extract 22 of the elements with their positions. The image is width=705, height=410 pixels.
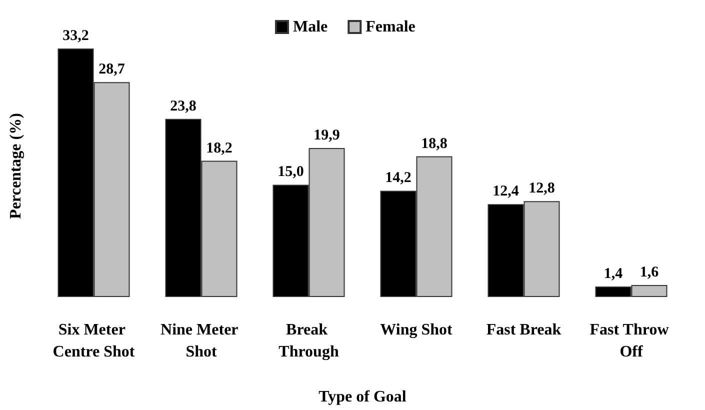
- data-label: 12,8: [528, 180, 555, 197]
- x-tick-label: Fast Throw Off: [590, 322, 673, 360]
- data-label: 19,9: [314, 128, 340, 144]
- legend-label: Male: [293, 18, 328, 36]
- x-axis-title: Type of Goal: [318, 388, 407, 406]
- data-label: 23,8: [170, 98, 196, 114]
- data-label: 1,4: [604, 266, 624, 282]
- x-tick-label: Fast Break: [486, 322, 562, 338]
- data-label: 28,7: [98, 62, 126, 78]
- x-tick-label: Break Through: [278, 322, 339, 360]
- data-label: 18,2: [206, 140, 232, 156]
- legend-label: Female: [366, 18, 416, 36]
- data-label: 14,2: [385, 170, 412, 186]
- x-tick-label: Nine Meter Shot: [160, 322, 242, 360]
- data-label: 33,2: [62, 28, 89, 44]
- data-label: 15,0: [278, 164, 304, 180]
- data-label: 12,4: [492, 184, 520, 200]
- data-label: 18,8: [421, 136, 448, 152]
- y-axis-title: Percentage (%): [8, 113, 24, 219]
- x-tick-label: Wing Shot: [380, 322, 454, 338]
- x-tick-label: Six Meter Centre Shot: [52, 322, 136, 360]
- data-label: 1,6: [640, 264, 660, 281]
